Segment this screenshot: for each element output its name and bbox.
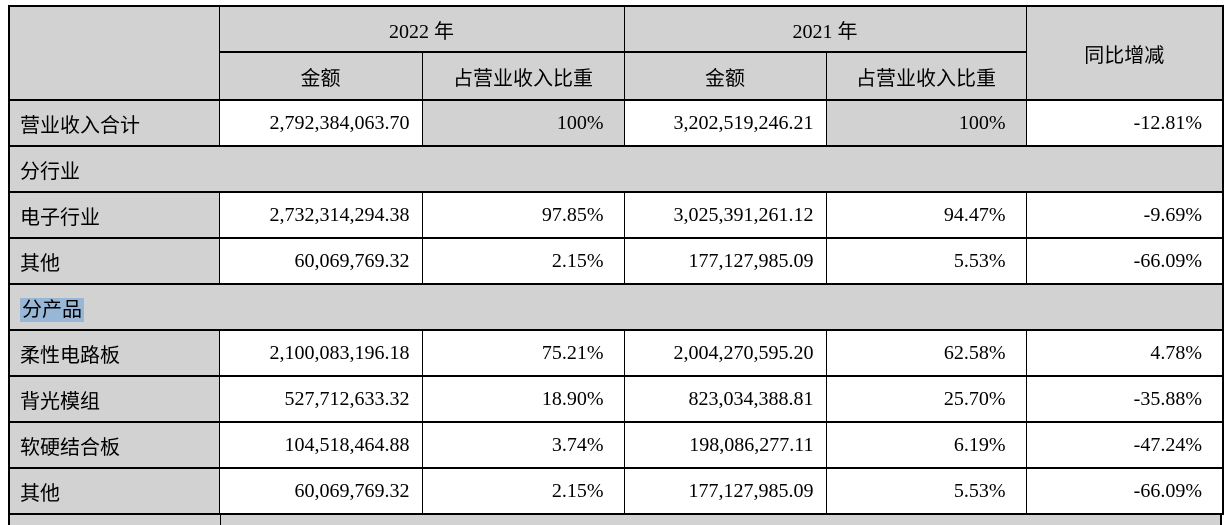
amount-2021-cell: 198,086,277.11 bbox=[623, 421, 827, 469]
ratio-2022-cell: 97.85% bbox=[421, 191, 625, 239]
year-2022-header: 2022 年 bbox=[218, 5, 625, 53]
amount-2021-header: 金额 bbox=[623, 51, 827, 101]
amount-2021-cell: 177,127,985.09 bbox=[623, 237, 827, 285]
amount-2022-cell: 104,518,464.88 bbox=[218, 421, 423, 469]
year-2021-header: 2021 年 bbox=[623, 5, 1027, 53]
yoy-cell: -47.24% bbox=[1025, 421, 1224, 469]
row-label: 其他 bbox=[8, 237, 220, 285]
next-row-partial bbox=[8, 515, 1222, 525]
table-row: 电子行业 2,732,314,294.38 97.85% 3,025,391,2… bbox=[8, 191, 1224, 239]
yoy-header: 同比增减 bbox=[1025, 5, 1224, 101]
yoy-cell: -35.88% bbox=[1025, 375, 1224, 423]
row-label: 电子行业 bbox=[8, 191, 220, 239]
row-label: 软硬结合板 bbox=[8, 421, 220, 469]
table-row: 其他 60,069,769.32 2.15% 177,127,985.09 5.… bbox=[8, 467, 1224, 515]
table-row: 软硬结合板 104,518,464.88 3.74% 198,086,277.1… bbox=[8, 421, 1224, 469]
amount-2022-cell: 2,732,314,294.38 bbox=[218, 191, 423, 239]
ratio-2021-cell: 94.47% bbox=[825, 191, 1027, 239]
table-row: 其他 60,069,769.32 2.15% 177,127,985.09 5.… bbox=[8, 237, 1224, 285]
amount-2022-cell: 2,792,384,063.70 bbox=[218, 99, 423, 147]
ratio-2021-header: 占营业收入比重 bbox=[825, 51, 1027, 101]
yoy-cell: -9.69% bbox=[1025, 191, 1224, 239]
yoy-cell: -12.81% bbox=[1025, 99, 1224, 147]
ratio-2021-cell: 25.70% bbox=[825, 375, 1027, 423]
row-label: 其他 bbox=[8, 467, 220, 515]
amount-2021-cell: 3,025,391,261.12 bbox=[623, 191, 827, 239]
amount-2021-cell: 2,004,270,595.20 bbox=[623, 329, 827, 377]
yoy-cell: -66.09% bbox=[1025, 467, 1224, 515]
corner-empty-cell bbox=[8, 5, 220, 101]
table-row: 柔性电路板 2,100,083,196.18 75.21% 2,004,270,… bbox=[8, 329, 1224, 377]
ratio-2021-cell: 5.53% bbox=[825, 467, 1027, 515]
section-row: 分产品 bbox=[8, 283, 1224, 331]
section-row: 分行业 bbox=[8, 145, 1224, 193]
row-label: 背光模组 bbox=[8, 375, 220, 423]
row-label: 柔性电路板 bbox=[8, 329, 220, 377]
table-row: 营业收入合计 2,792,384,063.70 100% 3,202,519,2… bbox=[8, 99, 1224, 147]
amount-2022-cell: 2,100,083,196.18 bbox=[218, 329, 423, 377]
ratio-2021-cell: 62.58% bbox=[825, 329, 1027, 377]
ratio-2022-cell: 100% bbox=[421, 99, 625, 147]
ratio-2021-cell: 5.53% bbox=[825, 237, 1027, 285]
ratio-2021-cell: 6.19% bbox=[825, 421, 1027, 469]
amount-2022-header: 金额 bbox=[218, 51, 423, 101]
amount-2022-cell: 60,069,769.32 bbox=[218, 237, 423, 285]
amount-2021-cell: 3,202,519,246.21 bbox=[623, 99, 827, 147]
amount-2021-cell: 823,034,388.81 bbox=[623, 375, 827, 423]
yoy-cell: 4.78% bbox=[1025, 329, 1224, 377]
amount-2022-cell: 60,069,769.32 bbox=[218, 467, 423, 515]
revenue-breakdown-table: 2022 年 2021 年 同比增减 金额 占营业收入比重 金额 占营业收入比重… bbox=[8, 5, 1224, 515]
ratio-2022-cell: 18.90% bbox=[421, 375, 625, 423]
amount-2021-cell: 177,127,985.09 bbox=[623, 467, 827, 515]
column-divider bbox=[220, 515, 221, 525]
section-label: 分行业 bbox=[8, 145, 1224, 193]
ratio-2022-cell: 2.15% bbox=[421, 237, 625, 285]
yoy-cell: -66.09% bbox=[1025, 237, 1224, 285]
amount-2022-cell: 527,712,633.32 bbox=[218, 375, 423, 423]
ratio-2022-cell: 2.15% bbox=[421, 467, 625, 515]
ratio-2022-cell: 3.74% bbox=[421, 421, 625, 469]
ratio-2021-cell: 100% bbox=[825, 99, 1027, 147]
selected-text-highlight: 分产品 bbox=[20, 297, 84, 322]
row-label: 营业收入合计 bbox=[8, 99, 220, 147]
table-row: 背光模组 527,712,633.32 18.90% 823,034,388.8… bbox=[8, 375, 1224, 423]
ratio-2022-cell: 75.21% bbox=[421, 329, 625, 377]
ratio-2022-header: 占营业收入比重 bbox=[421, 51, 625, 101]
